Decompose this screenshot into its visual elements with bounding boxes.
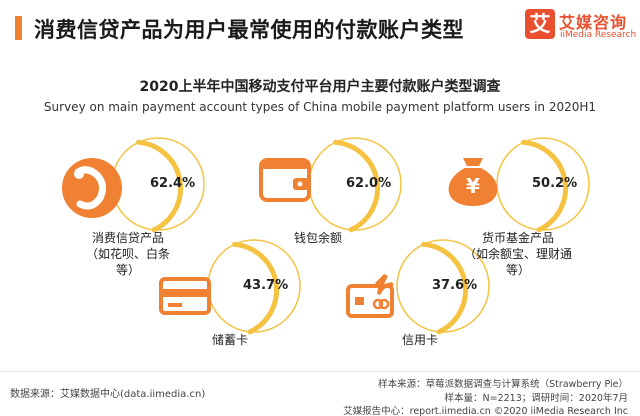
value-label-2: 62.0% [346, 176, 392, 191]
bag-body [448, 168, 498, 206]
money-bag-icon: ¥ [448, 158, 498, 206]
bag-top [463, 158, 483, 166]
logo-mark: 艾 [525, 9, 555, 39]
credit-card-chip [355, 297, 364, 305]
title-bar: 消费信贷产品为用户最常使用的付款账户类型 [0, 14, 640, 42]
category-name: 消费信贷产品 [91, 231, 164, 245]
page-title: 消费信贷产品为用户最常使用的付款账户类型 [34, 18, 464, 42]
credit-product-glyph [74, 166, 107, 210]
ring-3 [496, 137, 590, 233]
airplane-glyph [374, 274, 394, 295]
debit-card-stripe [161, 289, 209, 297]
logo-name-en: iiMedia Research [560, 30, 637, 40]
data-source: 数据来源：艾媒数据中心(data.iimedia.cn) [10, 389, 206, 400]
card-logo-left [372, 298, 384, 310]
yen-symbol: ¥ [466, 174, 480, 198]
category-name: 信用卡 [401, 333, 438, 347]
category-label-3: 货币基金产品 （如余额宝、理财通 等） [448, 230, 588, 278]
category-detail: 等） [115, 263, 140, 277]
value-label-3: 50.2% [532, 176, 578, 191]
value-label-4: 43.7% [243, 278, 289, 293]
title-accent-bar [15, 16, 22, 40]
wallet-band [261, 160, 309, 169]
value-label-5: 37.6% [432, 278, 478, 293]
category-label-4: 储蓄卡 [160, 332, 300, 348]
debit-card-chip [168, 303, 182, 307]
chart-title: 2020上半年中国移动支付平台用户主要付款账户类型调查 [139, 79, 501, 95]
ring-thick-arc [521, 139, 568, 233]
category-label-5: 信用卡 [350, 332, 490, 348]
credit-product-dot [74, 169, 84, 179]
category-detail: （如花呗、白条 [85, 247, 170, 261]
ring-thick-arc [232, 241, 279, 335]
copyright-note: 艾媒报告中心：report.iimedia.cn ©2020 iiMedia R… [343, 406, 628, 416]
credit-card-outline [346, 284, 394, 318]
chart-subtitle: Survey on main payment account types of … [43, 100, 597, 114]
value-label-1: 62.4% [150, 176, 196, 191]
credit-product-icon [62, 158, 122, 218]
category-detail: （如余额宝、理财通 [463, 247, 572, 261]
category-label-2: 钱包余额 [248, 230, 388, 246]
sample-size-note: 样本量：N=2213；调研时间：2020年7月 [444, 393, 628, 404]
credit-card-icon [346, 274, 394, 318]
ring-thick-arc [333, 139, 380, 233]
category-name: 储蓄卡 [211, 333, 248, 347]
category-label-1: 消费信贷产品 （如花呗、白条 等） [58, 230, 198, 278]
category-name: 钱包余额 [293, 231, 342, 245]
wallet-icon [259, 158, 311, 202]
footer-divider [0, 371, 640, 372]
wallet-button [297, 181, 303, 187]
ring-5 [396, 239, 490, 335]
brand-logo: 艾 艾媒咨询 iiMedia Research [525, 9, 637, 51]
ring-thick-arc [136, 139, 183, 233]
debit-card-icon [159, 277, 211, 315]
category-name: 货币基金产品 [481, 231, 554, 245]
category-detail: 等） [505, 263, 530, 277]
card-logo-right [378, 298, 390, 310]
sample-source-note: 样本来源：草莓派数据调查与计算系统（Strawberry Pie） [378, 379, 628, 390]
logo-name-cn: 艾媒咨询 [559, 13, 628, 32]
ring-thick-arc [421, 241, 468, 335]
